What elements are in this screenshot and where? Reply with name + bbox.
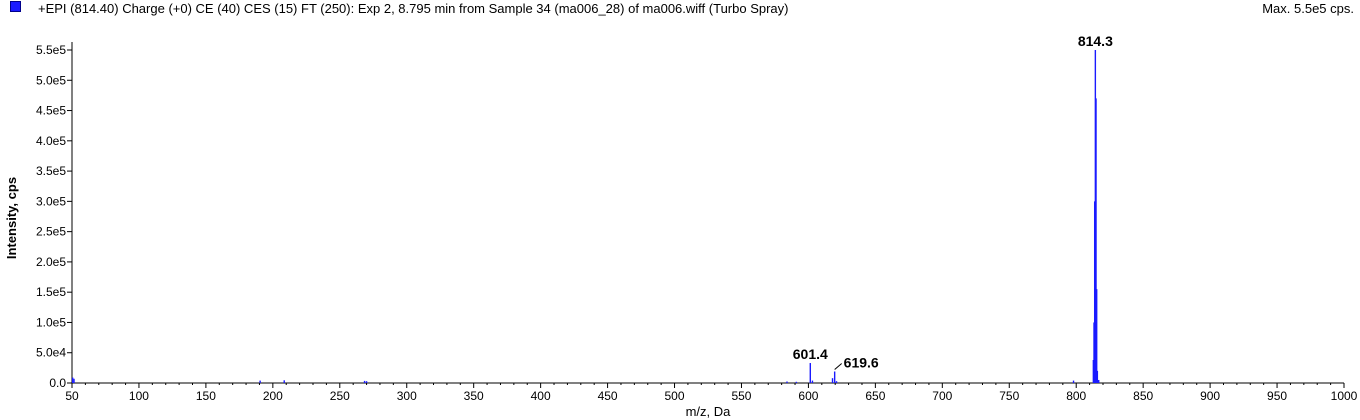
y-tick-label: 1.0e5 xyxy=(36,315,66,329)
x-tick-label: 1000 xyxy=(1331,389,1358,403)
x-tick-label: 50 xyxy=(65,389,79,403)
y-tick-label: 5.0e4 xyxy=(36,346,66,360)
peak-label: 619.6 xyxy=(844,354,879,370)
x-axis-ticks: 50 100 150 200 250 300 350 400 450 500 550 600 650 70… xyxy=(65,383,1358,403)
peak-label: 601.4 xyxy=(793,346,828,362)
x-tick-label: 350 xyxy=(464,389,484,403)
y-tick-label: 2.5e5 xyxy=(36,225,66,239)
x-tick-label: 750 xyxy=(999,389,1019,403)
x-tick-label: 250 xyxy=(330,389,350,403)
y-tick-label: 0.0 xyxy=(49,376,66,390)
x-tick-label: 900 xyxy=(1200,389,1220,403)
chart-axes xyxy=(71,42,1344,384)
x-tick-label: 550 xyxy=(731,389,751,403)
x-tick-label: 450 xyxy=(598,389,618,403)
x-tick-label: 500 xyxy=(665,389,685,403)
x-tick-label: 100 xyxy=(129,389,149,403)
x-tick-label: 800 xyxy=(1066,389,1086,403)
x-tick-label: 950 xyxy=(1267,389,1287,403)
x-tick-label: 400 xyxy=(531,389,551,403)
y-tick-label: 3.0e5 xyxy=(36,194,66,208)
series-legend-swatch[interactable] xyxy=(10,1,21,12)
y-tick-label: 1.5e5 xyxy=(36,285,66,299)
y-axis-ticks: 0.0 5.0e4 1.0e5 1.5e5 2.0e5 2.5e5 3.0e5 3.5e5 4.… xyxy=(36,43,72,390)
x-tick-label: 700 xyxy=(932,389,952,403)
y-tick-label: 5.0e5 xyxy=(36,73,66,87)
peak-annotations: 601.4 619.6 814.3 xyxy=(793,33,1113,370)
y-tick-label: 4.0e5 xyxy=(36,134,66,148)
y-tick-label: 4.5e5 xyxy=(36,104,66,118)
y-tick-label: 3.5e5 xyxy=(36,164,66,178)
x-tick-label: 650 xyxy=(865,389,885,403)
x-tick-label: 150 xyxy=(196,389,216,403)
x-tick-label: 850 xyxy=(1133,389,1153,403)
annotation-leader xyxy=(834,363,842,370)
x-axis-title: m/z, Da xyxy=(686,404,732,419)
spectrum-peaks xyxy=(71,50,1100,383)
y-axis-title: Intensity, cps xyxy=(4,177,19,259)
chart-title: +EPI (814.40) Charge (+0) CE (40) CES (1… xyxy=(38,1,789,16)
x-tick-label: 300 xyxy=(397,389,417,403)
max-intensity-label: Max. 5.5e5 cps. xyxy=(1262,1,1354,16)
peak-label: 814.3 xyxy=(1078,33,1113,49)
x-tick-label: 200 xyxy=(263,389,283,403)
y-tick-label: 2.0e5 xyxy=(36,255,66,269)
chart-header: +EPI (814.40) Charge (+0) CE (40) CES (1… xyxy=(0,0,1360,20)
x-tick-label: 600 xyxy=(798,389,818,403)
y-tick-label: 5.5e5 xyxy=(36,43,66,57)
